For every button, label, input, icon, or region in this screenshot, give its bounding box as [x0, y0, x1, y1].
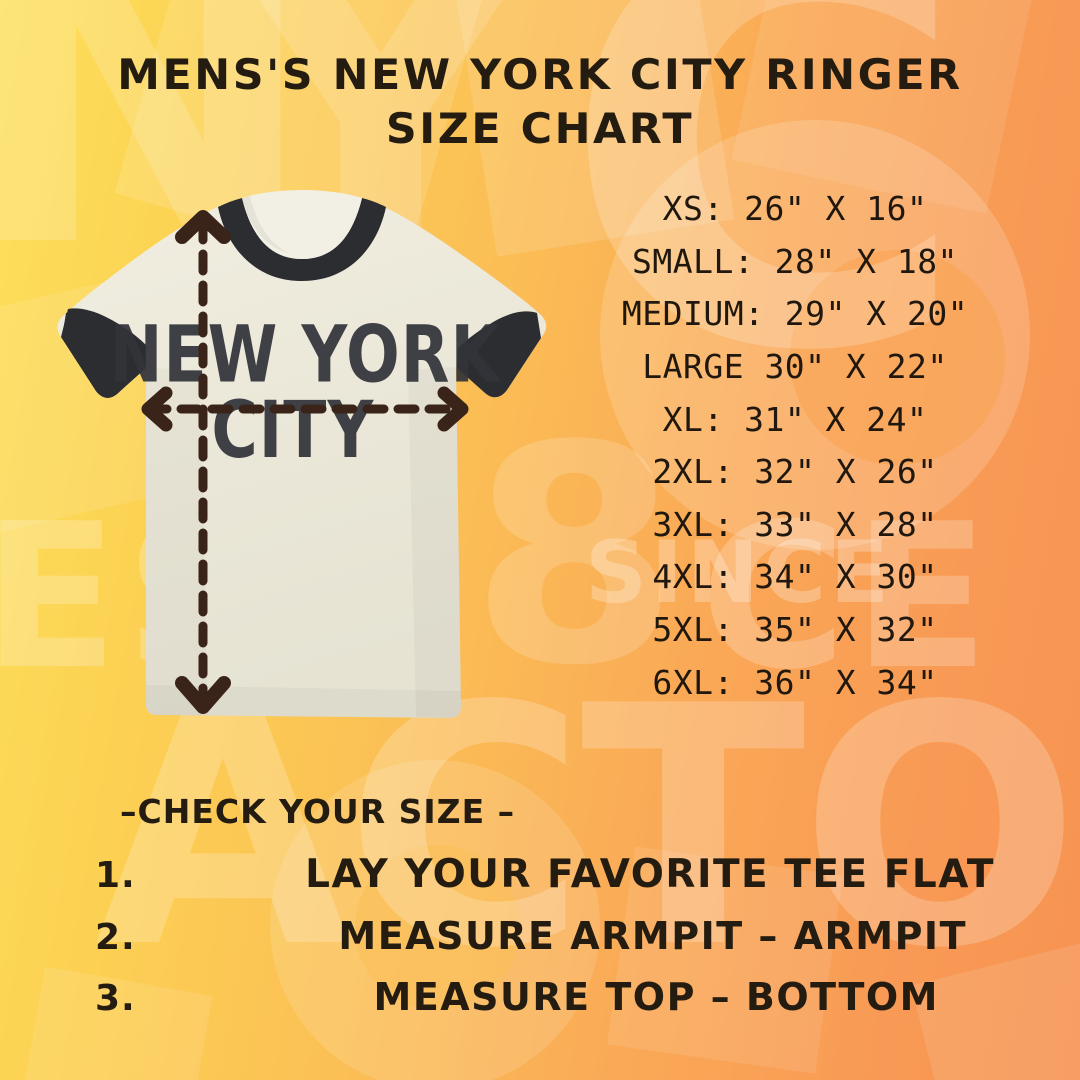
- tshirt-print: NEW YORK CITY: [110, 309, 503, 476]
- length-measure-arrow: [175, 210, 231, 714]
- page-title: MENS'S NEW YORK CITY RINGER SIZE CHART: [0, 48, 1080, 156]
- step-number: 3.: [95, 978, 136, 1019]
- step-text: LAY YOUR FAVORITE TEE FLAT: [305, 852, 995, 897]
- step-text: MEASURE ARMPIT – ARMPIT: [338, 914, 967, 958]
- size-row-xs: XS: 26" X 16": [662, 189, 928, 228]
- size-row-xl: XL: 31" X 24": [662, 399, 928, 439]
- page-title-line-2: SIZE CHART: [385, 103, 695, 153]
- size-row-small: SMALL: 28" X 18": [632, 241, 958, 281]
- size-row-6xl: 6XL: 36" X 34": [652, 662, 938, 702]
- step-number: 2.: [95, 917, 136, 958]
- size-row-2xl: 2XL: 32" X 26": [652, 452, 938, 492]
- tshirt-illustration: NEW YORK CITY: [48, 185, 568, 730]
- size-list: XS: 26" X 16" SMALL: 28" X 18" MEDIUM: 2…: [560, 183, 1030, 709]
- size-row-medium: MEDIUM: 29" X 20": [621, 294, 969, 334]
- step-number: 1.: [95, 855, 136, 896]
- instruction-step: 3. MEASURE TOP – BOTTOM: [95, 975, 995, 1019]
- instruction-steps: 1. LAY YOUR FAVORITE TEE FLAT 2. MEASURE…: [95, 852, 995, 1036]
- page-title-line-1: MENS'S NEW YORK CITY RINGER: [117, 50, 963, 99]
- size-row-4xl: 4XL: 34" X 30": [652, 557, 938, 597]
- sleeve-cuff-right: [457, 311, 541, 398]
- check-your-size-heading: –CHECK YOUR SIZE –: [120, 792, 516, 831]
- print-line-new-york: NEW YORK: [110, 309, 503, 400]
- size-row-large: LARGE 30" X 22": [642, 346, 948, 386]
- ringer-collar: [218, 190, 386, 281]
- instruction-step: 1. LAY YOUR FAVORITE TEE FLAT: [95, 852, 995, 897]
- size-row-3xl: 3XL: 33" X 28": [652, 504, 938, 544]
- step-text: MEASURE TOP – BOTTOM: [373, 975, 939, 1019]
- instruction-step: 2. MEASURE ARMPIT – ARMPIT: [95, 914, 995, 958]
- print-line-city: CITY: [211, 385, 374, 476]
- size-row-5xl: 5XL: 35" X 32": [652, 610, 938, 649]
- tshirt-body: [57, 207, 547, 718]
- tshirt-svg: NEW YORK CITY: [57, 190, 547, 718]
